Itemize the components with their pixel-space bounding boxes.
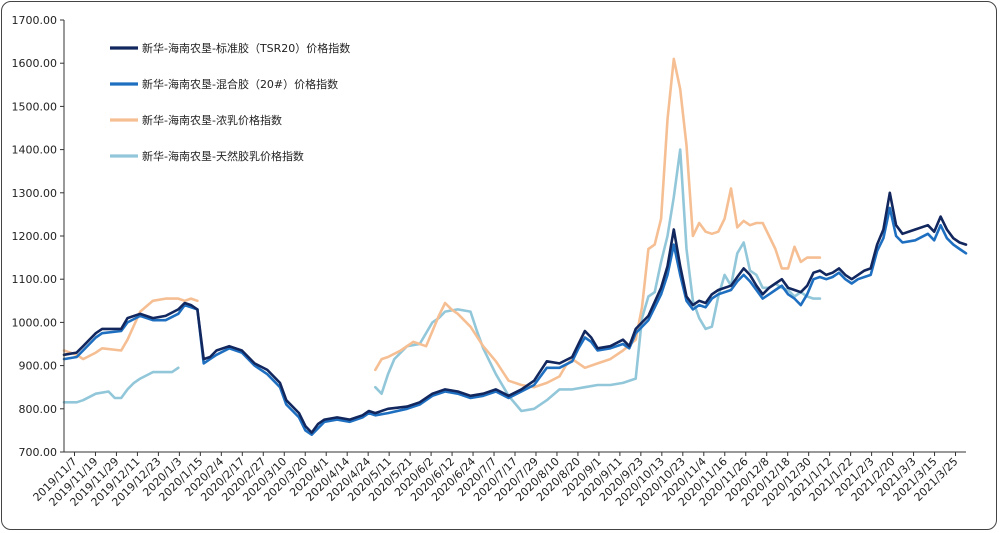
legend-label-4: 新华-海南农垦-天然胶乳价格指数 [142, 149, 304, 163]
legend-label-1: 新华-海南农垦-标准胶（TSR20）价格指数 [142, 41, 350, 55]
y-axis: 700.00 800.00 900.00 1000.00 1100.00 1200.00 1… [12, 14, 65, 459]
series-line-4 [62, 148, 822, 413]
y-tick-label: 900.00 [19, 360, 58, 373]
legend: 新华-海南农垦-标准胶（TSR20）价格指数新华-海南农垦-混合胶（20#）价格… [110, 41, 350, 163]
y-tick-label: 1700.00 [12, 14, 58, 27]
y-tick-label: 1300.00 [12, 187, 58, 200]
series-line-2 [62, 206, 968, 436]
series-line-1 [62, 191, 968, 434]
legend-label-3: 新华-海南农垦-浓乳价格指数 [142, 113, 282, 127]
y-tick-label: 1600.00 [12, 57, 58, 70]
x-axis: 2019/11/72019/11/192019/11/292019/12/112… [31, 451, 966, 509]
y-tick-label: 1200.00 [12, 230, 58, 243]
plot-area [62, 57, 968, 436]
y-tick-label: 1500.00 [12, 100, 58, 113]
y-tick-label: 700.00 [19, 446, 58, 459]
legend-label-2: 新华-海南农垦-混合胶（20#）价格指数 [142, 77, 338, 91]
y-tick-label: 1000.00 [12, 316, 58, 329]
y-tick-label: 800.00 [19, 403, 58, 416]
y-tick-label: 1100.00 [12, 273, 58, 286]
series-line-3 [62, 57, 822, 389]
y-tick-label: 1400.00 [12, 144, 58, 157]
